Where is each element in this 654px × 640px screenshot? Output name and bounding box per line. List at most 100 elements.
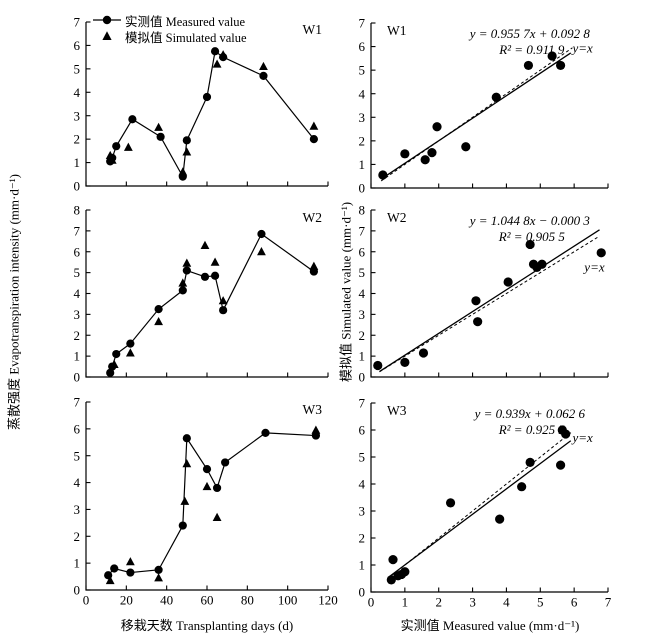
y-tick-label: 0: [74, 179, 81, 194]
simulated-marker: [257, 247, 266, 256]
y-tick-label: 6: [74, 38, 81, 53]
measured-marker: [106, 368, 115, 377]
fit-r-squared: R² = 0.905 5: [498, 229, 566, 244]
y-tick-label: 5: [359, 265, 366, 280]
measured-line: [107, 432, 316, 576]
panel-w2-line: 0 1 2 3 4 5 6 7 8 W2: [74, 203, 329, 385]
measured-line-circle-icon: [93, 15, 121, 25]
measured-marker: [126, 339, 135, 348]
point-marker: [400, 149, 410, 159]
x-tick-label: 2: [435, 595, 442, 610]
measured-line: [109, 50, 315, 179]
measured-marker: [212, 483, 222, 493]
y-tick-label: 6: [359, 423, 366, 438]
identity-label: y=x: [570, 40, 593, 55]
x-tick-label: 4: [503, 595, 510, 610]
simulated-marker: [210, 257, 220, 266]
panel-label: W3: [303, 402, 323, 417]
y-tick-label: 5: [74, 61, 81, 76]
measured-marker: [259, 71, 268, 80]
simulated-marker: [178, 167, 188, 176]
measured-marker: [182, 434, 191, 443]
y-tick-label: 6: [359, 244, 366, 259]
point-marker: [495, 514, 505, 524]
point-marker: [491, 92, 501, 102]
measured-marker: [202, 465, 212, 474]
y-tick-label: 2: [359, 133, 366, 148]
y-tick-label: 6: [359, 39, 366, 54]
x-tick-label: 80: [241, 593, 254, 608]
measured-marker: [112, 349, 121, 359]
regression-line: [379, 229, 600, 373]
point-marker: [561, 429, 571, 439]
panel-label: W1: [387, 23, 407, 38]
fit-equation: y = 0.955 7x + 0.092 8: [468, 26, 591, 41]
panel-w1-scatter: 0 1 2 3 4 5 6 7 W1 y = 0.955 7x + 0.092 8R² = 0.9…: [359, 16, 609, 196]
y-tick-label: 2: [359, 328, 366, 343]
simulated-marker: [180, 496, 190, 505]
legend-item-simulated: 模拟值 Simulated value: [92, 28, 247, 45]
identity-line: [379, 235, 600, 373]
fit-r-squared: R² = 0.911 9: [498, 42, 565, 57]
y-tick-label: 5: [74, 265, 81, 280]
simulated-marker: [182, 258, 192, 267]
y-tick-label: 3: [74, 307, 81, 322]
simulated-marker: [259, 61, 268, 71]
identity-label: y=x: [570, 430, 593, 445]
y-tick-label: 1: [359, 349, 366, 364]
point-marker: [400, 357, 410, 367]
point-marker: [547, 51, 557, 61]
y-tick-label: 7: [359, 16, 366, 31]
y-tick-label: 5: [359, 63, 366, 78]
y-tick-label: 0: [359, 585, 366, 600]
y-tick-label: 7: [74, 15, 81, 30]
point-marker: [388, 555, 398, 565]
regression-line: [387, 440, 572, 579]
point-marker: [420, 155, 430, 165]
point-marker: [427, 148, 437, 158]
point-marker: [473, 317, 483, 327]
panel-w1-line: 0 1 2 3 4 5 6 7 W1: [74, 15, 329, 194]
x-tick-label: 60: [201, 593, 214, 608]
y-tick-label: 3: [74, 502, 81, 517]
measured-marker: [182, 266, 191, 275]
simulated-marker: [218, 50, 228, 59]
legend-label-simulated: 模拟值 Simulated value: [125, 30, 247, 45]
measured-marker: [200, 272, 210, 281]
point-marker: [418, 348, 429, 358]
simulated-marker: [107, 155, 117, 164]
y-tick-label: 4: [74, 85, 81, 100]
point-marker: [503, 277, 513, 287]
y-tick-label: 3: [359, 504, 366, 519]
simulated-marker: [109, 359, 119, 368]
y-tick-label: 0: [359, 370, 366, 385]
legend-item-measured: 实测值 Measured value: [92, 12, 247, 29]
simulated-marker: [202, 481, 212, 491]
simulated-marker: [154, 573, 163, 582]
measured-marker: [110, 564, 119, 573]
y-tick-label: 1: [74, 556, 81, 571]
simulated-marker: [125, 557, 135, 566]
measured-marker: [112, 142, 121, 151]
point-marker: [525, 239, 535, 250]
y-tick-label: 2: [74, 132, 81, 147]
y-tick-label: 7: [74, 395, 81, 410]
y-tick-label: 1: [359, 558, 366, 573]
simulated-marker: [105, 575, 115, 585]
x-tick-label: 3: [469, 595, 476, 610]
y-tick-label: 4: [74, 286, 81, 301]
simulated-triangle-icon: [102, 31, 112, 40]
point-marker: [461, 142, 471, 152]
panel-w2-scatter: 0 1 2 3 4 5 6 7 8 W2 y = 1.044 8x − 0.000 3R² = 0.…: [359, 203, 609, 385]
point-marker: [400, 567, 410, 577]
point-marker: [556, 60, 566, 71]
point-marker: [537, 259, 547, 269]
measured-marker: [219, 306, 228, 315]
measured-marker: [309, 135, 318, 144]
measured-marker: [178, 521, 187, 530]
fit-r-squared: R² = 0.925 5: [498, 422, 566, 437]
simulated-marker: [212, 59, 222, 68]
point-marker: [517, 482, 527, 492]
simulated-marker: [154, 122, 163, 131]
